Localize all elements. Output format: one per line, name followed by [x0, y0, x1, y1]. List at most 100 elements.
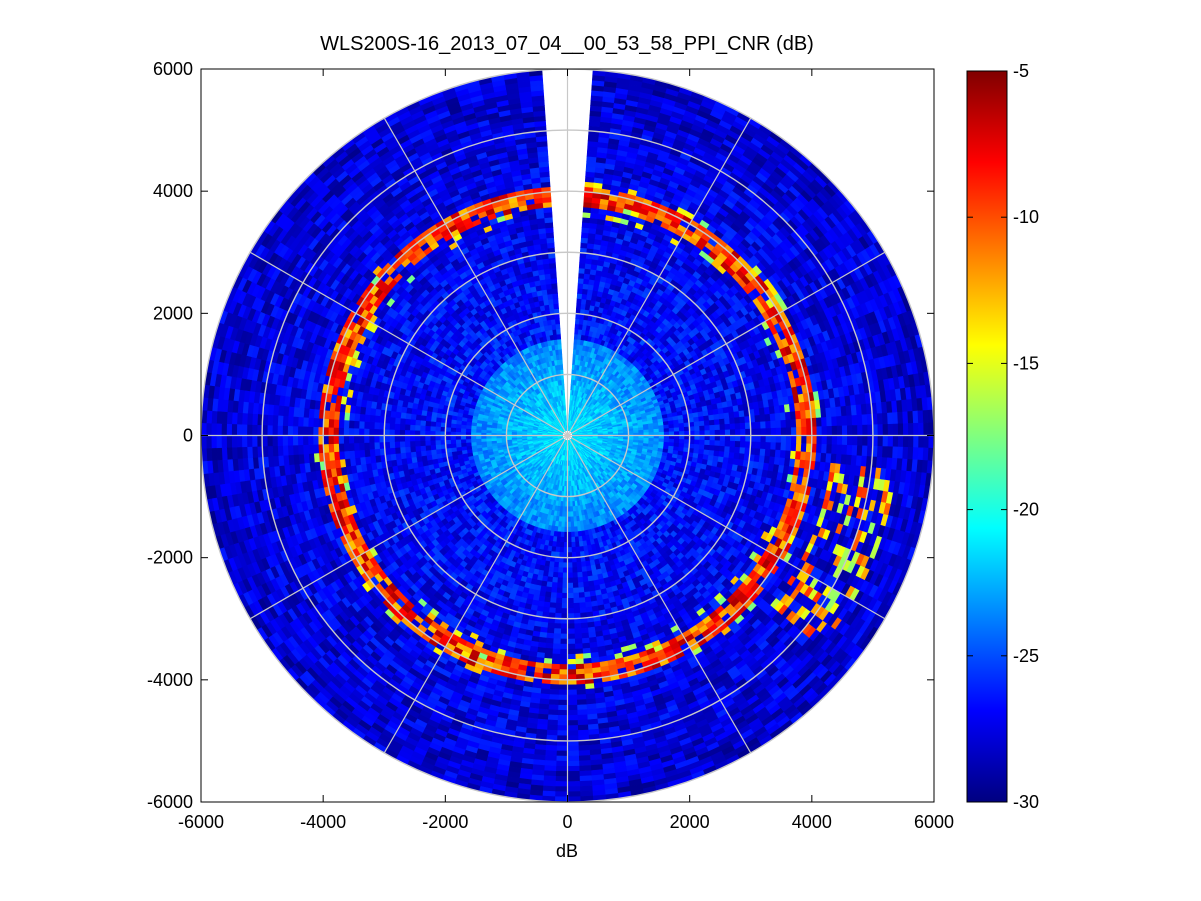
heatmap-cell [353, 412, 361, 422]
heatmap-cell [559, 546, 564, 553]
heatmap-cell [307, 435, 314, 445]
heatmap-cell [287, 425, 294, 436]
heatmap-cell [558, 669, 568, 676]
heatmap-cell [404, 429, 411, 436]
heatmap-cell [271, 435, 278, 447]
heatmap-cell [266, 424, 273, 436]
heatmap-cell [277, 425, 283, 436]
heatmap-cell [389, 435, 395, 443]
heatmap-cell [205, 435, 212, 449]
heatmap-cell [450, 427, 457, 432]
heatmap-cell [475, 438, 482, 443]
heatmap-cell [394, 441, 401, 448]
heatmap-cell [555, 750, 568, 757]
heatmap-cell [562, 557, 568, 564]
heatmap-cell [450, 431, 456, 436]
heatmap-cell [549, 684, 560, 691]
heatmap-cell [302, 425, 309, 436]
heatmap-cell [297, 444, 304, 455]
heatmap-cell [404, 423, 411, 431]
heatmap-cell [409, 429, 416, 436]
heatmap-cell [373, 421, 380, 430]
heatmap-cell [554, 607, 562, 614]
heatmap-cell [241, 423, 248, 436]
heatmap-cell [435, 444, 442, 450]
heatmap-cell [435, 448, 442, 455]
heatmap-cell [429, 435, 436, 441]
heatmap-cell [215, 435, 222, 449]
heatmap-cell [543, 775, 556, 782]
heatmap-cell [555, 760, 568, 767]
heatmap-cell [434, 430, 441, 436]
heatmap-cell [455, 438, 462, 444]
heatmap-cell [399, 446, 406, 454]
heatmap-cell [210, 435, 217, 449]
heatmap-cell [425, 449, 432, 456]
heatmap-cell [460, 442, 467, 448]
heatmap-cell [282, 444, 289, 456]
heatmap-cell [399, 440, 406, 448]
heatmap-cell [348, 419, 355, 429]
heatmap-cell [562, 577, 568, 584]
heatmap-cell [542, 785, 556, 792]
heatmap-cell [302, 416, 309, 427]
heatmap-cell [358, 442, 365, 451]
heatmap-cell [419, 440, 426, 447]
heatmap-cell [546, 627, 555, 634]
heatmap-cell [404, 418, 411, 425]
heatmap-cell [302, 444, 309, 455]
heatmap-cell [434, 439, 441, 446]
heatmap-cell [420, 450, 427, 457]
heatmap-cell [394, 446, 401, 454]
heatmap-cell [368, 421, 375, 430]
heatmap-cell [551, 648, 561, 655]
heatmap-cell [557, 720, 568, 726]
heatmap-cell [551, 581, 558, 589]
heatmap-cell [236, 435, 243, 448]
heatmap-cell [419, 430, 426, 436]
heatmap-cell [561, 603, 568, 609]
heatmap-cell [374, 448, 381, 457]
heatmap-cell [338, 443, 345, 452]
heatmap-cell [307, 426, 314, 436]
heatmap-cell [558, 684, 568, 691]
heatmap-cell [552, 638, 561, 645]
heatmap-cell [551, 653, 561, 660]
heatmap-cell [343, 419, 350, 429]
heatmap-cell [312, 435, 319, 445]
heatmap-cell [414, 435, 421, 442]
heatmap-cell [552, 643, 561, 650]
heatmap-cell [557, 709, 568, 716]
heatmap-cell [551, 576, 558, 584]
heatmap-cell [430, 444, 437, 451]
heatmap-cell [554, 791, 568, 798]
heatmap-cell [297, 416, 304, 427]
heatmap-cell [561, 587, 568, 594]
heatmap-cell [554, 781, 568, 788]
heatmap-cell [358, 427, 365, 436]
heatmap-cell [369, 448, 376, 457]
heatmap-cell [434, 425, 441, 432]
heatmap-cell [556, 577, 563, 584]
heatmap-cell [419, 445, 427, 452]
heatmap-cell [246, 435, 253, 448]
heatmap-cell [414, 440, 421, 447]
heatmap-cell [545, 637, 554, 645]
heatmap-cell [368, 435, 375, 443]
heatmap-cell [216, 410, 223, 424]
heatmap-cell [364, 449, 371, 458]
heatmap-cell [409, 445, 416, 453]
heatmap-cell [389, 441, 396, 449]
heatmap-cell [543, 765, 557, 772]
heatmap-cell [241, 435, 248, 448]
heatmap-cell [559, 643, 568, 650]
heatmap-cell [205, 447, 213, 462]
heatmap-cell [557, 699, 568, 706]
heatmap-cell [292, 444, 299, 455]
heatmap-cell [424, 420, 432, 427]
heatmap-cell [547, 714, 559, 721]
heatmap-cell [414, 424, 421, 431]
heatmap-cell [424, 425, 431, 432]
heatmap-cell [550, 668, 560, 675]
heatmap-cell [548, 699, 559, 706]
